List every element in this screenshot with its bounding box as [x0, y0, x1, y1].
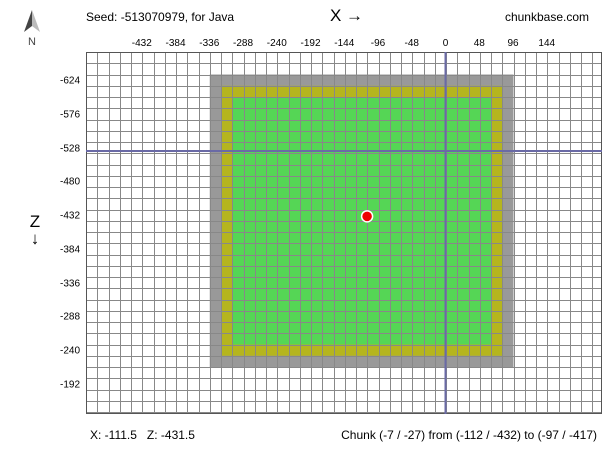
z-tick-label: -384: [59, 244, 80, 256]
x-axis-label: X →: [330, 6, 364, 25]
x-tick-label: 96: [507, 38, 519, 49]
z-tick-label: -576: [59, 109, 80, 121]
chunk-info: Chunk (-7 / -27) from (-112 / -432) to (…: [341, 428, 597, 442]
z-tick-label: -288: [59, 311, 80, 323]
z-tick-label: -624: [59, 75, 80, 87]
compass-letter: N: [28, 36, 36, 48]
x-tick-label: 144: [538, 38, 556, 49]
z-tick-label: -480: [59, 176, 80, 188]
z-tick-label: -528: [59, 143, 80, 154]
z-tick-label: -240: [59, 345, 80, 357]
x-tick-label: -192: [300, 38, 321, 49]
z-axis-letter: Z: [29, 212, 41, 231]
green-chunk-area: [232, 97, 491, 345]
z-axis-label: Z ↓: [28, 213, 42, 247]
cursor-coordinates: X: -111.5 Z: -431.5: [90, 428, 195, 442]
z-tick-label: -336: [59, 278, 80, 289]
x-tick-label: -48: [404, 38, 419, 49]
map-border: [86, 52, 602, 414]
x-tick-label: 48: [473, 38, 485, 49]
x-tick-label: -384: [165, 38, 186, 49]
z-tick-label: -432: [59, 210, 80, 222]
x-tick-label: -288: [232, 38, 254, 49]
z-tick-label: -192: [59, 379, 80, 391]
x-tick-label: 0: [442, 38, 449, 49]
site-link[interactable]: chunkbase.com: [504, 10, 589, 24]
x-tick-label: -240: [266, 38, 287, 49]
z-axis-arrow: ↓: [30, 229, 40, 248]
north-compass-icon: N: [20, 8, 44, 48]
x-tick-label: -432: [131, 38, 152, 49]
x-tick-label: -144: [334, 38, 355, 49]
location-marker[interactable]: [360, 210, 374, 223]
grid-lines: [86, 52, 602, 414]
x-tick-label: -336: [199, 38, 220, 49]
x-tick-label: -96: [370, 38, 386, 49]
seed-label: Seed: -513070979, for Java: [86, 10, 235, 24]
